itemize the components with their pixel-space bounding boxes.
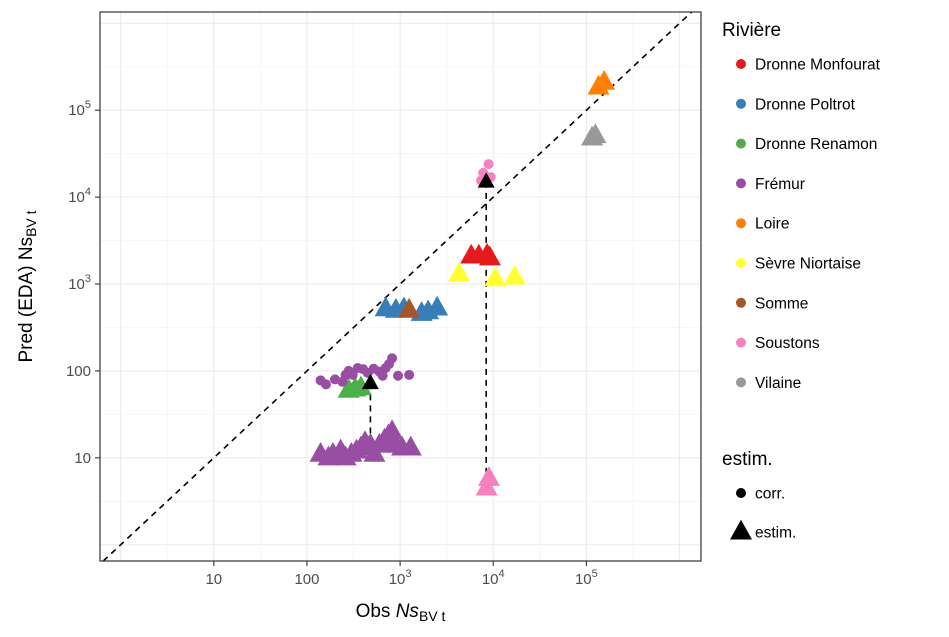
x-tick-label: 105 xyxy=(575,568,598,588)
y-tick-label: 103 xyxy=(68,273,91,293)
point-fremur-corr xyxy=(377,370,388,381)
point-loire-estim xyxy=(593,69,616,90)
legend: Rivière Dronne Monfourat Dronne Poltrot Dro… xyxy=(722,20,881,542)
x-tick-label: 103 xyxy=(389,568,412,588)
legend-swatch-vilaine xyxy=(736,377,746,388)
point-dronne-monfourat-estim xyxy=(478,245,501,266)
legend-swatch-soustons xyxy=(736,337,746,348)
axes: 10 100 103 104 105 10 100 103 104 105 Obs NsBV t Pr… xyxy=(16,99,598,624)
point-fremur-estim xyxy=(399,435,422,456)
x-tick-label: 10 xyxy=(205,571,222,588)
legend-swatch-fremur xyxy=(736,178,746,189)
legend-swatch-dronne-monfourat xyxy=(736,59,746,69)
y-tick-label: 105 xyxy=(68,99,91,119)
legend-swatch-dronne-renamon xyxy=(736,138,746,149)
mean-marker xyxy=(361,373,379,390)
point-sevre-niortaise-estim xyxy=(503,264,526,285)
point-vilaine-estim xyxy=(584,123,607,144)
data-marks xyxy=(309,69,616,496)
grid-layer xyxy=(100,12,701,561)
legend-swatch-sevre-niortaise xyxy=(736,258,746,268)
y-tick-label: 104 xyxy=(68,186,91,206)
y-tick-label: 100 xyxy=(66,363,91,380)
legend-shape-circle-icon xyxy=(736,488,746,498)
legend-swatch-loire xyxy=(736,218,746,229)
point-sevre-niortaise-estim xyxy=(448,261,471,282)
point-fremur-corr xyxy=(393,370,404,381)
point-fremur-corr xyxy=(320,379,331,390)
legend-label-fremur: Frémur xyxy=(755,176,805,193)
point-sevre-niortaise-estim xyxy=(484,266,507,287)
y-axis-title: Pred (EDA) NsBV t xyxy=(16,210,39,362)
point-fremur-estim xyxy=(381,419,404,440)
point-fremur-corr xyxy=(404,369,415,380)
point-soustons-corr xyxy=(483,159,494,170)
legend-label-dronne-monfourat: Dronne Monfourat xyxy=(755,57,881,74)
legend-label-vilaine: Vilaine xyxy=(755,375,801,392)
legend-swatch-somme xyxy=(736,297,746,308)
point-somme-estim xyxy=(398,297,421,318)
legend-shape-title: estim. xyxy=(722,449,773,470)
point-soustons-estim xyxy=(477,466,500,486)
x-tick-label: 104 xyxy=(482,568,505,588)
legend-colour-title: Rivière xyxy=(722,20,781,41)
legend-swatch-dronne-poltrot xyxy=(736,98,746,109)
legend-label-soustons: Soustons xyxy=(755,335,820,352)
legend-shape-label-estim: estim. xyxy=(755,525,796,542)
x-tick-label: 100 xyxy=(294,571,319,588)
legend-shape-label-corr: corr. xyxy=(755,486,785,503)
legend-label-sevre-niortaise: Sèvre Niortaise xyxy=(755,256,861,273)
identity-line xyxy=(102,11,693,562)
legend-label-dronne-renamon: Dronne Renamon xyxy=(755,136,877,153)
y-tick-label: 10 xyxy=(74,450,91,467)
mean-marker xyxy=(477,172,495,188)
point-dronne-renamon-estim xyxy=(349,375,372,396)
point-fremur-corr xyxy=(387,353,398,364)
legend-label-dronne-poltrot: Dronne Poltrot xyxy=(755,96,856,113)
point-dronne-poltrot-estim xyxy=(426,295,449,316)
legend-label-somme: Somme xyxy=(755,295,808,312)
x-axis-title: Obs NsBV t xyxy=(356,601,446,624)
legend-label-loire: Loire xyxy=(755,216,789,233)
legend-shape-triangle-icon xyxy=(730,519,752,540)
